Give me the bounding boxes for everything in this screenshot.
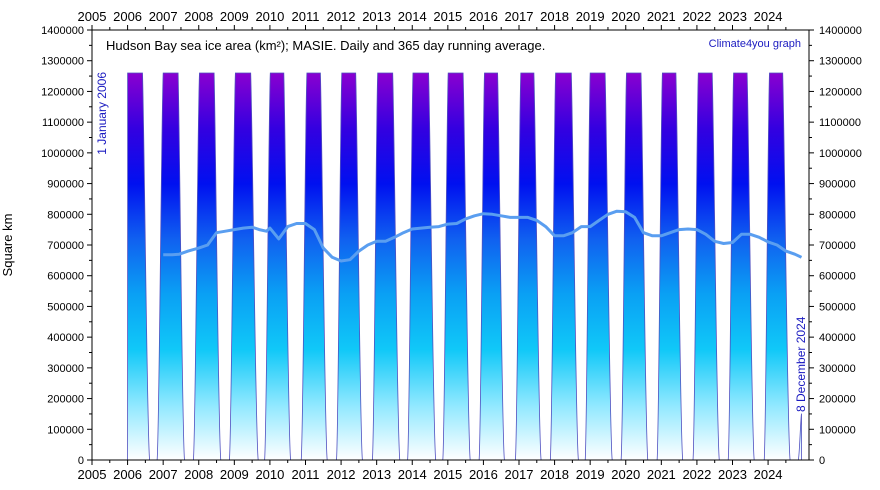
x-tick-label-top: 2014 <box>398 9 427 24</box>
credit-label: Climate4you graph <box>709 38 801 50</box>
x-tick-label-bottom: 2023 <box>718 467 747 482</box>
y-tick-label-right: 0 <box>819 455 825 467</box>
chart-title: Hudson Bay sea ice area (km²); MASIE. Da… <box>106 38 545 53</box>
x-tick-label-top: 2012 <box>327 9 356 24</box>
x-tick-label-top: 2021 <box>647 9 676 24</box>
y-tick-label-right: 700000 <box>819 240 856 252</box>
y-tick-label-right: 500000 <box>819 301 856 313</box>
y-tick-label-left: 400000 <box>47 332 84 344</box>
y-tick-label-left: 800000 <box>47 209 84 221</box>
y-tick-label-left: 1200000 <box>41 86 84 98</box>
x-tick-label-bottom: 2021 <box>647 467 676 482</box>
x-tick-label-bottom: 2016 <box>469 467 498 482</box>
x-tick-label-top: 2016 <box>469 9 498 24</box>
y-tick-label-left: 0 <box>78 455 84 467</box>
y-tick-label-right: 1400000 <box>819 25 862 37</box>
y-tick-label-right: 1300000 <box>819 56 862 68</box>
y-tick-label-left: 1300000 <box>41 56 84 68</box>
daily-ice-area <box>127 72 802 461</box>
x-tick-label-bottom: 2018 <box>540 467 569 482</box>
annotation-end-date: 8 December 2024 <box>794 316 808 412</box>
annotation-start-date: 1 January 2006 <box>95 72 109 155</box>
running-average-line <box>163 209 803 263</box>
y-tick-label-right: 200000 <box>819 394 856 406</box>
x-tick-label-bottom: 2022 <box>682 467 711 482</box>
y-tick-label-right: 1200000 <box>819 86 862 98</box>
x-tick-label-top: 2019 <box>576 9 605 24</box>
x-tick-label-top: 2015 <box>433 9 462 24</box>
x-tick-label-bottom: 2007 <box>149 467 178 482</box>
x-axis-top: 2005 2006 2007 2008 2009 2010 2011 2012 2013 2014… <box>78 9 787 30</box>
y-tick-label-left: 300000 <box>47 363 84 375</box>
y-tick-label-left: 600000 <box>47 271 84 283</box>
x-tick-label-top: 2020 <box>611 9 640 24</box>
x-tick-label-top: 2013 <box>362 9 391 24</box>
y-tick-label-left: 1400000 <box>41 25 84 37</box>
y-tick-label-right: 100000 <box>819 424 856 436</box>
y-tick-label-left: 1100000 <box>42 117 84 129</box>
x-tick-label-bottom: 2005 <box>78 467 107 482</box>
running-average-layer <box>163 209 803 263</box>
y-axis-label: Square km <box>0 214 15 277</box>
x-tick-label-top: 2008 <box>184 9 213 24</box>
y-tick-label-right: 800000 <box>819 209 856 221</box>
x-tick-label-top: 2024 <box>754 9 783 24</box>
x-tick-label-bottom: 2019 <box>576 467 605 482</box>
x-tick-label-bottom: 2012 <box>327 467 356 482</box>
y-tick-label-left: 900000 <box>47 179 84 191</box>
x-tick-label-top: 2011 <box>292 9 320 24</box>
y-tick-label-right: 300000 <box>819 363 856 375</box>
y-tick-label-left: 200000 <box>47 394 84 406</box>
daily-area-layer <box>127 72 802 461</box>
x-tick-label-top: 2007 <box>149 9 178 24</box>
x-tick-label-bottom: 2009 <box>220 467 249 482</box>
x-tick-label-bottom: 2010 <box>255 467 284 482</box>
x-tick-label-top: 2009 <box>220 9 249 24</box>
y-tick-label-left: 700000 <box>47 240 84 252</box>
y-tick-label-right: 1000000 <box>819 148 862 160</box>
x-tick-label-bottom: 2013 <box>362 467 391 482</box>
x-tick-label-bottom: 2015 <box>433 467 462 482</box>
y-tick-label-right: 1100000 <box>819 117 861 129</box>
x-axis-bottom: 2005 2006 2007 2008 2009 2010 2011 2012 2013 2014… <box>78 460 787 482</box>
x-tick-label-top: 2023 <box>718 9 747 24</box>
x-tick-label-bottom: 2024 <box>754 467 783 482</box>
x-tick-label-bottom: 2017 <box>505 467 534 482</box>
x-tick-label-bottom: 2008 <box>184 467 213 482</box>
x-tick-label-top: 2006 <box>113 9 142 24</box>
x-tick-label-bottom: 2020 <box>611 467 640 482</box>
x-tick-label-top: 2018 <box>540 9 569 24</box>
x-tick-label-bottom: 2006 <box>113 467 142 482</box>
x-tick-label-top: 2022 <box>682 9 711 24</box>
y-axis-right: 0 100000 200000 300000 400000 500000 600000 700… <box>809 25 862 467</box>
x-tick-label-bottom: 2011 <box>292 467 320 482</box>
y-tick-label-right: 900000 <box>819 179 856 191</box>
y-tick-label-left: 100000 <box>47 424 84 436</box>
x-tick-label-top: 2010 <box>255 9 284 24</box>
x-tick-label-bottom: 2014 <box>398 467 427 482</box>
x-tick-label-top: 2017 <box>505 9 534 24</box>
y-tick-label-right: 600000 <box>819 271 856 283</box>
y-tick-label-left: 1000000 <box>41 148 84 160</box>
x-tick-label-top: 2005 <box>78 9 107 24</box>
y-tick-label-left: 500000 <box>47 301 84 313</box>
y-axis-left: 0 100000 200000 300000 400000 500000 600000 700… <box>41 25 92 467</box>
y-tick-label-right: 400000 <box>819 332 856 344</box>
